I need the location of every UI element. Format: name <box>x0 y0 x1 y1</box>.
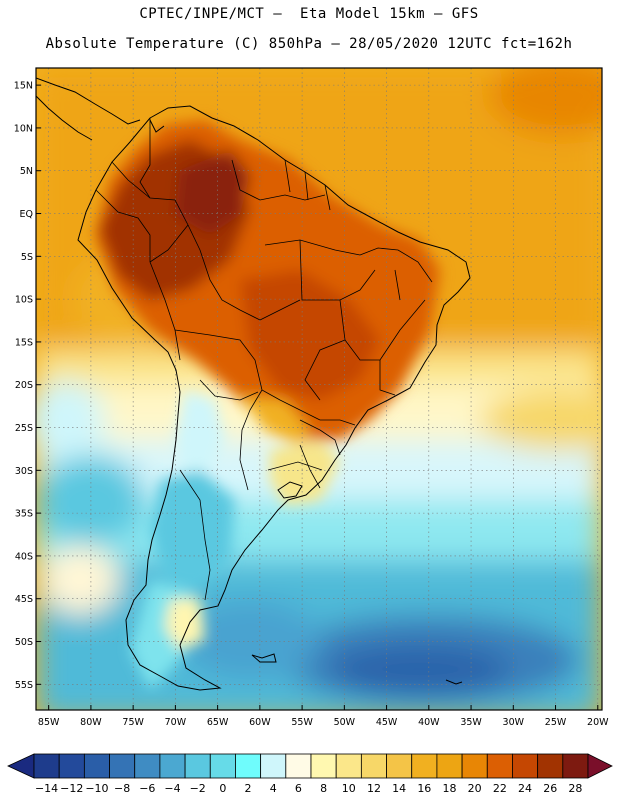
colorbar-label: 4 <box>270 782 277 795</box>
colorbar-swatch <box>411 753 438 779</box>
colorbar-swatch <box>109 753 136 779</box>
colorbar-swatch <box>209 753 236 779</box>
lat-tick-label: 50S <box>15 637 33 648</box>
colorbar-swatch <box>310 753 337 779</box>
colorbar-over-triangle <box>587 753 613 779</box>
lon-tick-label: 30W <box>503 717 525 728</box>
colorbar-swatch <box>461 753 488 779</box>
colorbar-label: −8 <box>114 782 130 795</box>
latitude-axis: 15N 10N 5N EQ 5S 10S 15S 20S 25S 30S 35S 40S 45S 50S 5… <box>14 81 41 691</box>
lon-tick-label: 20W <box>587 717 609 728</box>
colorbar-swatch <box>83 753 110 779</box>
lat-tick-label: 25S <box>15 423 33 434</box>
title-line-2: Absolute Temperature (C) 850hPa – 28/05/… <box>45 36 573 52</box>
colorbar-swatch <box>33 753 60 779</box>
colorbar-under-triangle <box>7 753 35 779</box>
colorbar-swatch <box>58 753 85 779</box>
colorbar-label: 14 <box>392 782 406 795</box>
colorbar-label: 18 <box>443 782 457 795</box>
colorbar-label: 28 <box>568 782 582 795</box>
lat-tick-label: 10N <box>14 123 33 134</box>
lat-tick-label: EQ <box>20 209 33 220</box>
colorbar-label: −4 <box>164 782 180 795</box>
lon-tick-label: 80W <box>80 717 102 728</box>
title-line-1: CPTEC/INPE/MCT – Eta Model 15km – GFS <box>139 6 479 22</box>
coastlines <box>36 77 471 691</box>
colorbar-label: 20 <box>468 782 482 795</box>
lon-tick-label: 60W <box>249 717 271 728</box>
lon-tick-label: 25W <box>545 717 567 728</box>
lon-tick-label: 70W <box>165 717 187 728</box>
colorbar-swatch <box>562 753 589 779</box>
colorbar-label: 8 <box>320 782 327 795</box>
lat-tick-label: 40S <box>15 551 33 562</box>
colorbar-swatch <box>512 753 539 779</box>
lat-tick-label: 10S <box>15 295 33 306</box>
colorbar-label: −10 <box>85 782 108 795</box>
lat-tick-label: 5N <box>20 166 33 177</box>
map-frame <box>35 67 603 711</box>
colorbar-label: −2 <box>190 782 206 795</box>
colorbar-label: 16 <box>417 782 431 795</box>
colorbar-swatch <box>360 753 387 779</box>
lon-tick-label: 40W <box>418 717 440 728</box>
colorbar-label: 24 <box>518 782 532 795</box>
lon-tick-label: 55W <box>291 717 313 728</box>
lat-tick-label: 20S <box>15 380 33 391</box>
lon-tick-label: 75W <box>122 717 144 728</box>
colorbar-swatch <box>235 753 262 779</box>
lat-tick-label: 15S <box>15 337 33 348</box>
lon-tick-label: 45W <box>376 717 398 728</box>
colorbar-label: 6 <box>295 782 302 795</box>
lat-tick-label: 45S <box>15 594 33 605</box>
lat-tick-label: 55S <box>15 680 33 691</box>
lat-tick-label: 30S <box>15 466 33 477</box>
colorbar-swatch <box>436 753 463 779</box>
colorbar-swatch <box>335 753 362 779</box>
lat-tick-label: 5S <box>21 252 33 263</box>
colorbar-swatch <box>537 753 564 779</box>
colorbar-label: −14 <box>35 782 58 795</box>
colorbar-labels: −14 −12 −10 −8 −6 −4 −2 0 2 4 6 8 10 12 14 16 18 20 22 24 26… <box>35 782 582 795</box>
lon-tick-label: 85W <box>38 717 60 728</box>
temperature-field <box>36 68 602 710</box>
colorbar-label: −12 <box>60 782 83 795</box>
colorbar <box>7 753 613 779</box>
lat-tick-label: 15N <box>14 81 33 92</box>
colorbar-swatch <box>260 753 287 779</box>
country-borders <box>95 118 433 601</box>
lat-tick-label: 35S <box>15 509 33 520</box>
colorbar-label: 2 <box>245 782 252 795</box>
colorbar-label: 22 <box>493 782 507 795</box>
colorbar-swatch <box>134 753 161 779</box>
colorbar-label: 10 <box>342 782 356 795</box>
longitude-axis: 85W 80W 75W 70W 65W 60W 55W 50W 45W 40W 35W 30W 25W 2… <box>38 705 609 728</box>
colorbar-label: −6 <box>139 782 155 795</box>
lon-tick-label: 65W <box>207 717 229 728</box>
colorbar-label: 26 <box>543 782 557 795</box>
lon-tick-label: 50W <box>334 717 356 728</box>
colorbar-swatch <box>184 753 211 779</box>
lon-tick-label: 35W <box>460 717 482 728</box>
colorbar-label: 0 <box>219 782 226 795</box>
colorbar-swatch <box>486 753 513 779</box>
colorbar-label: 12 <box>367 782 381 795</box>
colorbar-swatch <box>285 753 312 779</box>
colorbar-swatch <box>159 753 186 779</box>
colorbar-swatch <box>386 753 413 779</box>
